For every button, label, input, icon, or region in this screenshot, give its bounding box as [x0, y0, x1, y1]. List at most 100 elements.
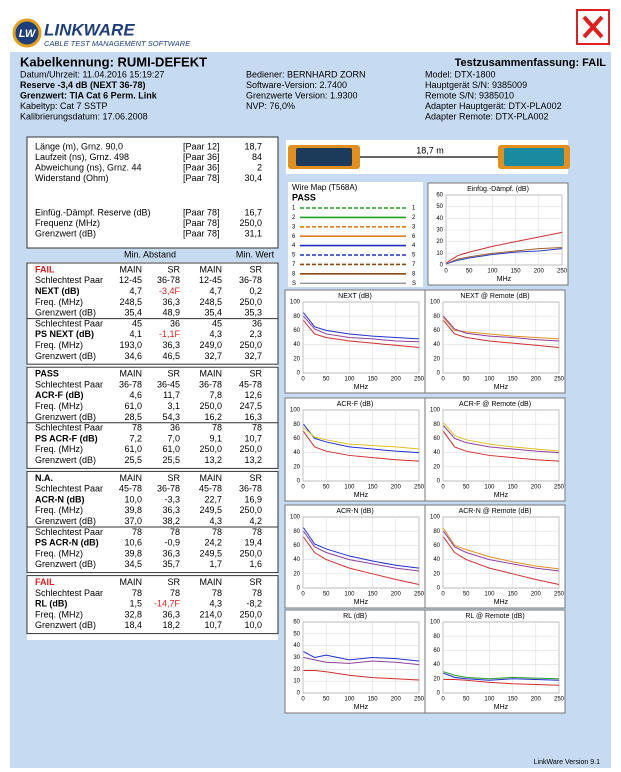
x-tick-label: 150	[368, 377, 379, 383]
y-tick-label: 100	[290, 300, 301, 306]
plot-area	[302, 409, 420, 482]
row-value: 13,2	[204, 455, 222, 465]
x-axis-label: MHz	[494, 492, 509, 499]
row-label: Freq. (MHz)	[35, 340, 83, 350]
header-info: Kalibrierungsdatum: 17.06.2008	[20, 111, 148, 121]
row-value: 36-78	[119, 379, 142, 389]
row-label: Schlechtest Paar	[35, 484, 103, 494]
row-value: 78	[212, 423, 222, 433]
results-section	[26, 366, 279, 469]
x-tick-label: 100	[484, 592, 495, 598]
pin-label: 4	[292, 243, 296, 249]
row-value: 36	[252, 318, 262, 328]
header-info: Adapter Hauptgerät: DTX-PLA002	[425, 101, 562, 111]
row-value: 78	[170, 527, 180, 537]
x-tick-label: 100	[484, 485, 495, 491]
y-tick-label: 40	[293, 342, 300, 348]
section-status: FAIL	[35, 577, 55, 587]
header-info: Grenzwert: TIA Cat 6 Perm. Link	[20, 90, 158, 100]
summary-label: Grenzwert (dB)	[35, 228, 96, 238]
column-header: MAIN	[200, 473, 223, 483]
y-tick-label: 40	[433, 557, 440, 563]
header-info: Kabeltyp: Cat 7 SSTP	[20, 101, 108, 111]
y-tick-label: 30	[436, 228, 443, 234]
column-header: SR	[249, 577, 262, 587]
logo-tagline: CABLE TEST MANAGEMENT SOFTWARE	[44, 39, 191, 48]
y-tick-label: 100	[430, 515, 441, 521]
x-tick-label: 150	[368, 697, 379, 703]
row-value: -14,7F	[154, 599, 181, 609]
graph-line	[443, 317, 560, 340]
row-value: 4,7	[129, 286, 142, 296]
column-header: MAIN	[120, 577, 143, 587]
y-tick-label: 20	[436, 239, 443, 245]
remote-unit-body	[504, 148, 564, 166]
x-axis-label: MHz	[354, 704, 369, 711]
x-tick-label: 250	[554, 697, 565, 703]
y-tick-label: 20	[293, 571, 300, 577]
graph-title: Einfüg.-Dämpf. (dB)	[467, 186, 529, 193]
graph-line	[303, 312, 420, 340]
pin-label: 5	[292, 253, 296, 259]
row-value: 250,0	[239, 609, 262, 619]
x-tick-label: 100	[484, 697, 495, 703]
y-tick-label: 60	[433, 436, 440, 442]
row-label: Schlechtest Paar	[35, 423, 103, 433]
row-value: 78	[132, 527, 142, 537]
row-label: PS NEXT (dB)	[35, 329, 94, 339]
x-tick-label: 100	[344, 697, 355, 703]
row-value: 36-78	[239, 275, 262, 285]
x-tick-label: 250	[414, 377, 425, 383]
row-value: 36,3	[162, 505, 180, 515]
row-value: -8,2	[246, 599, 262, 609]
graph-line	[446, 247, 563, 265]
row-value: 19,4	[244, 538, 262, 548]
row-value: 250,0	[239, 340, 262, 350]
x-tick-label: 250	[554, 485, 565, 491]
row-value: 1,5	[129, 599, 142, 609]
x-tick-label: 0	[441, 377, 445, 383]
row-label: ACR-N (dB)	[35, 494, 85, 504]
y-tick-label: 0	[437, 371, 441, 377]
x-tick-label: 0	[301, 377, 305, 383]
x-tick-label: 250	[554, 377, 565, 383]
row-value: 61,0	[124, 401, 142, 411]
row-label: Grenzwert (dB)	[35, 516, 96, 526]
pin-label: 1	[412, 206, 416, 212]
x-tick-label: 0	[301, 697, 305, 703]
x-tick-label: 200	[531, 485, 542, 491]
row-value: 78	[170, 588, 180, 598]
results-section	[26, 262, 279, 365]
x-tick-label: 100	[344, 485, 355, 491]
y-tick-label: 0	[437, 586, 441, 592]
row-value: 35,3	[244, 308, 262, 318]
y-tick-label: 100	[430, 408, 441, 414]
row-label: Grenzwert (dB)	[35, 412, 96, 422]
summary-label: Widerstand (Ohm)	[35, 173, 109, 183]
row-value: 193,0	[119, 340, 142, 350]
row-label: Grenzwert (dB)	[35, 308, 96, 318]
y-tick-label: 20	[293, 356, 300, 362]
main-unit-screen	[296, 148, 352, 166]
row-value: 39,8	[124, 505, 142, 515]
x-tick-label: 150	[508, 377, 519, 383]
x-axis-label: MHz	[497, 276, 512, 283]
pin-label: 7	[412, 262, 416, 268]
row-value: 4,6	[129, 390, 142, 400]
pin-label: 8	[412, 271, 416, 277]
column-header: SR	[249, 264, 262, 274]
footer-version: LinkWare Version 9.1	[534, 759, 600, 766]
row-value: 16,9	[244, 494, 262, 504]
row-value: 45-78	[199, 484, 222, 494]
pin-label: 8	[292, 271, 296, 277]
summary-value: 31,1	[244, 228, 262, 238]
wire-map-title: Wire Map (T568A)	[292, 183, 358, 192]
row-value: 22,7	[204, 494, 222, 504]
column-header: SR	[167, 577, 180, 587]
row-value: 45-78	[119, 484, 142, 494]
row-value: 45	[132, 318, 142, 328]
x-tick-label: 150	[368, 485, 379, 491]
y-tick-label: 100	[430, 620, 441, 626]
row-value: 35,4	[124, 308, 142, 318]
graph-line	[303, 527, 420, 569]
